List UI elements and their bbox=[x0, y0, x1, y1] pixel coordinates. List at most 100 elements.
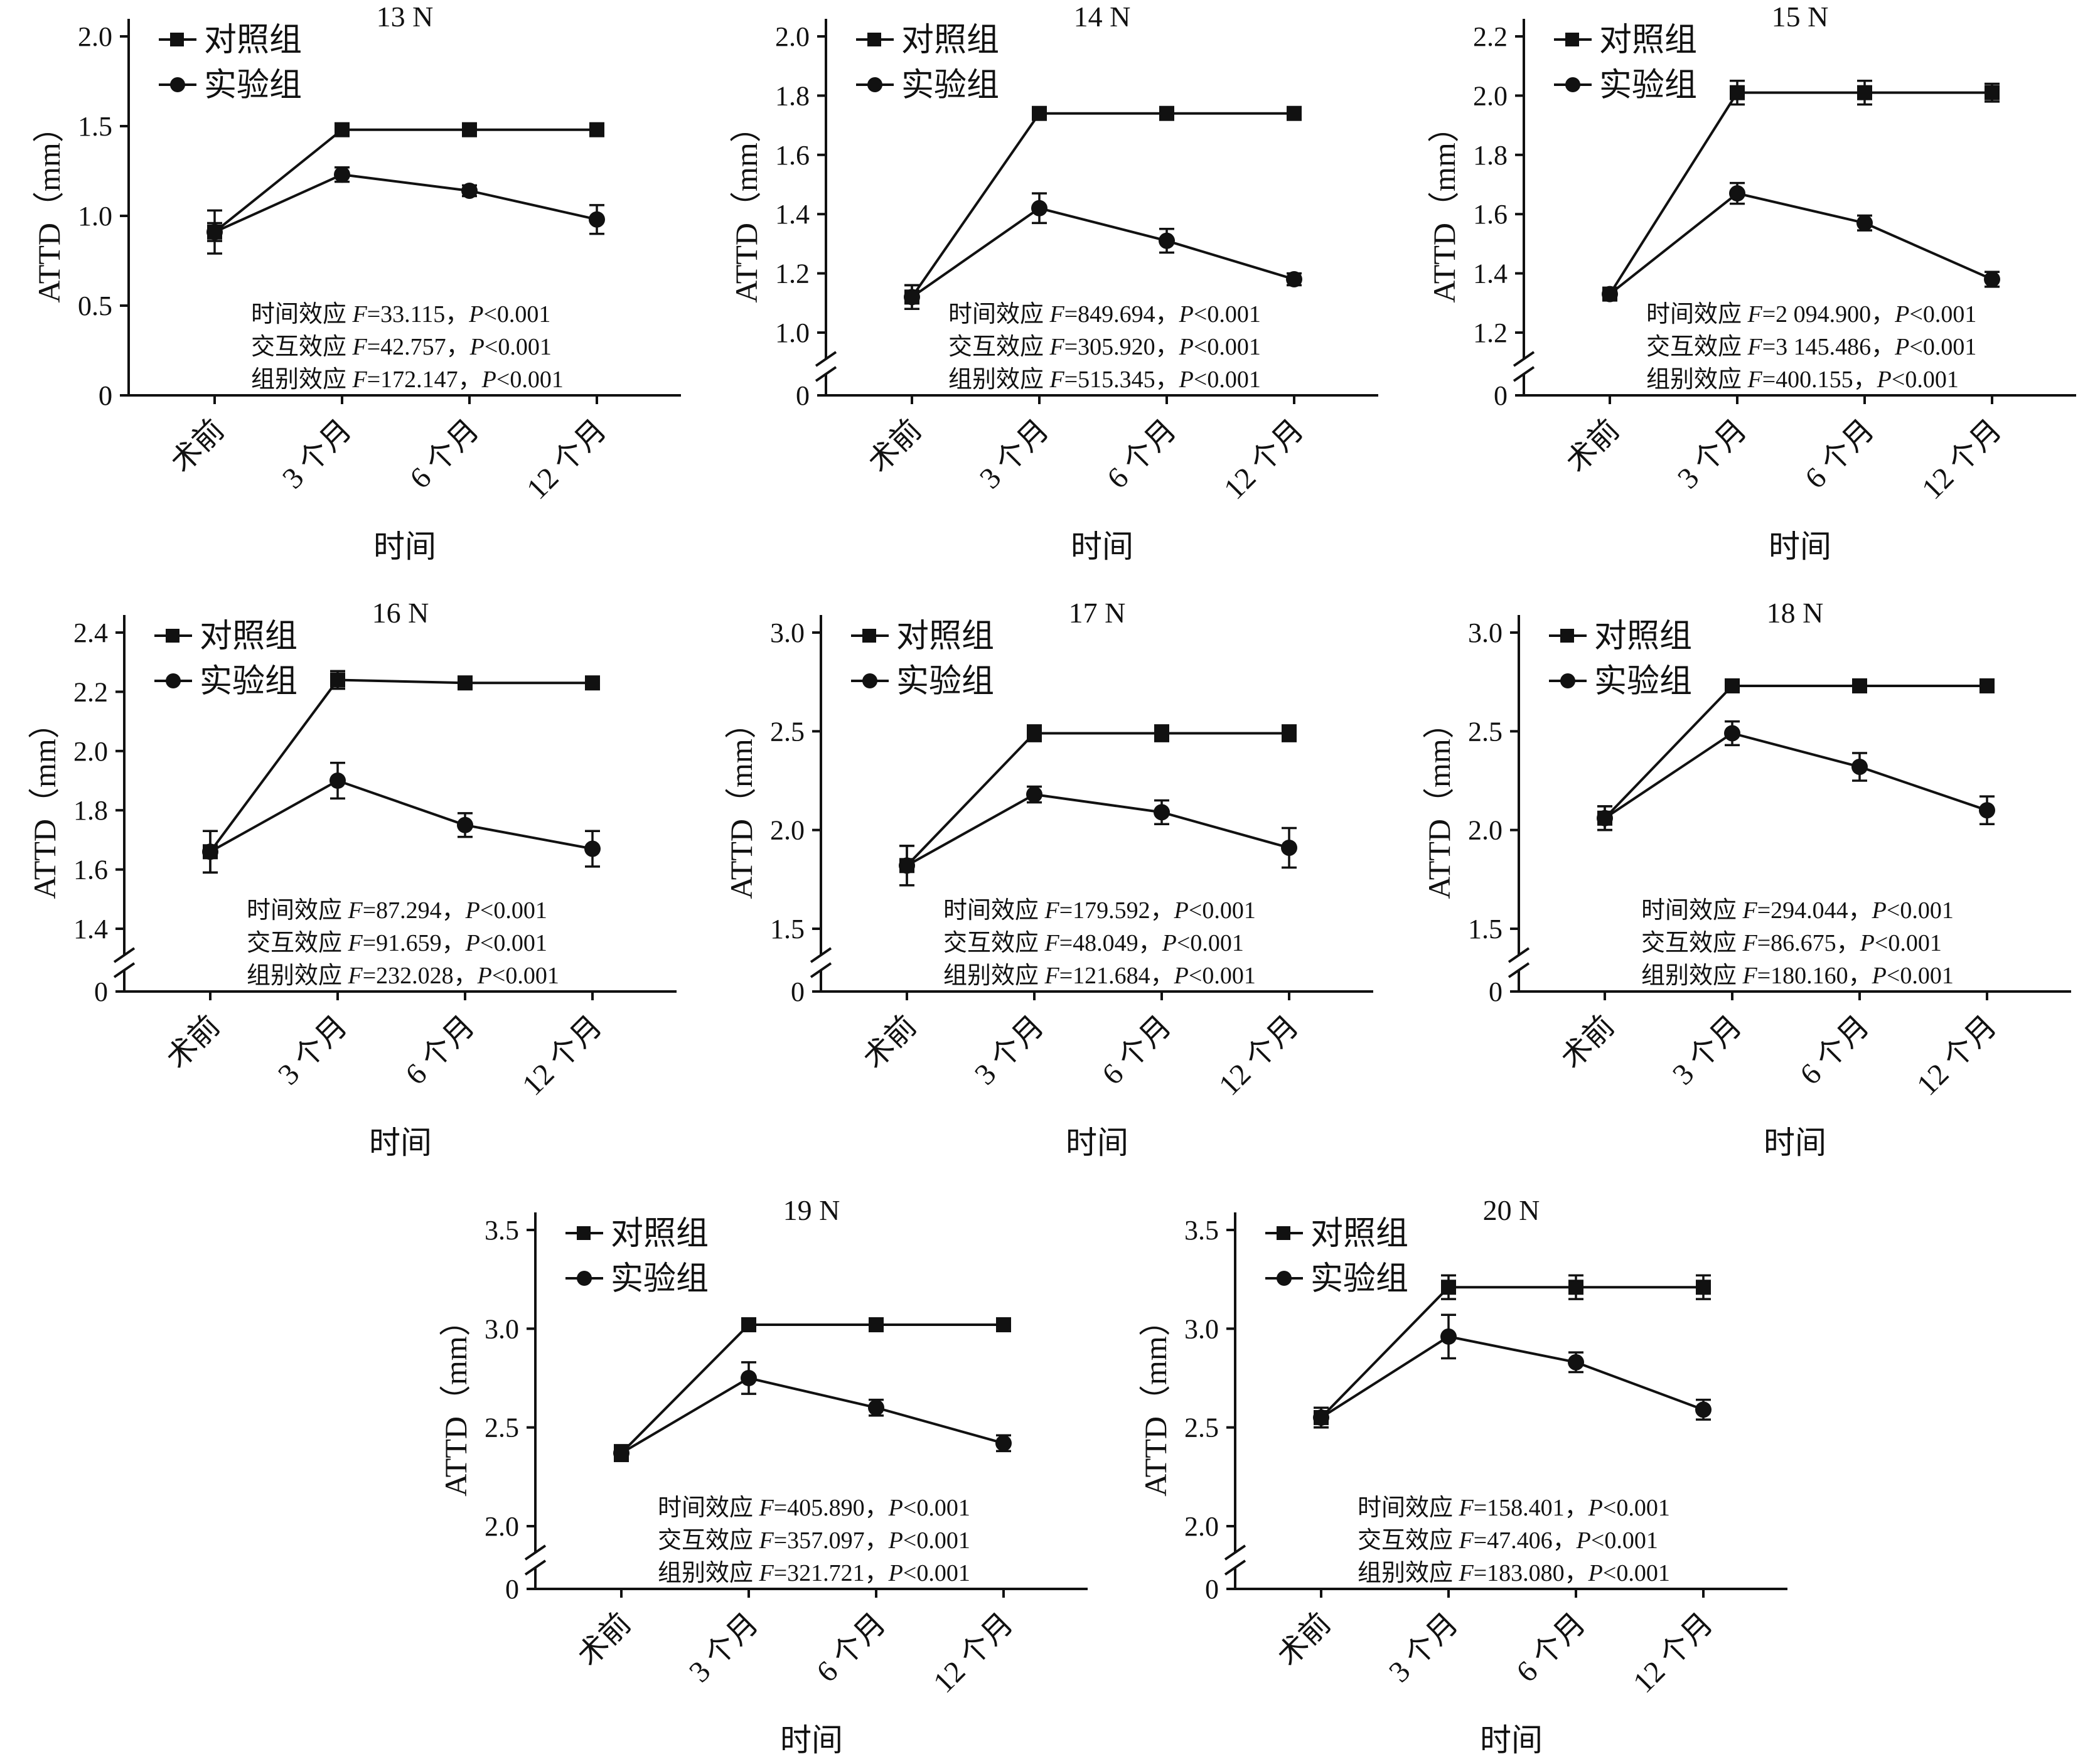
data-point-circle bbox=[899, 857, 915, 874]
stat-text: <0.001 bbox=[1875, 930, 1942, 956]
y-tick-label: 2.5 bbox=[1184, 1413, 1219, 1443]
y-tick-label: 3.0 bbox=[1184, 1313, 1219, 1344]
data-point-circle bbox=[461, 182, 478, 199]
series-line bbox=[1320, 1335, 1704, 1419]
x-tick-label: 12 个月 bbox=[520, 413, 613, 506]
y-tick-label: 3.0 bbox=[485, 1313, 519, 1344]
stat-text: 交互效应 bbox=[658, 1527, 753, 1554]
data-point-square bbox=[1568, 1280, 1583, 1295]
stat-space bbox=[346, 334, 353, 360]
stat-space bbox=[1742, 366, 1748, 393]
stat-text: P bbox=[1576, 1527, 1591, 1554]
y-axis-title: ATTD（mm） bbox=[1138, 1305, 1173, 1497]
legend-entry: 实验组 bbox=[154, 664, 297, 700]
x-tick-label: 6 个月 bbox=[810, 1606, 892, 1689]
chart-title: 20 N bbox=[1483, 1194, 1540, 1226]
y-tick-label: 1.6 bbox=[775, 140, 810, 171]
stat-text: =183.080， bbox=[1474, 1560, 1588, 1586]
x-axis-title: 时间 bbox=[1769, 529, 1831, 564]
y-tick-label: 1.8 bbox=[775, 80, 810, 111]
series-control bbox=[1602, 80, 2000, 302]
legend-marker-circle bbox=[170, 77, 185, 92]
x-tick-label: 12 个月 bbox=[1213, 1009, 1305, 1102]
stat-text: P bbox=[1174, 963, 1189, 989]
y-axis-title: ATTD（mm） bbox=[1427, 111, 1462, 303]
stat-line: 时间效应 F=33.115，P<0.001 bbox=[251, 301, 550, 328]
data-point-square bbox=[335, 122, 350, 137]
data-point-circle bbox=[995, 1435, 1012, 1451]
axis-break-mark bbox=[524, 1544, 547, 1561]
series-line bbox=[911, 112, 1294, 298]
stat-text: P bbox=[465, 930, 480, 956]
y-axis-title: ATTD（mm） bbox=[724, 707, 759, 899]
stat-space bbox=[1044, 334, 1050, 360]
stat-text: =321.721， bbox=[774, 1560, 889, 1586]
y-tick-label: 1.8 bbox=[73, 795, 108, 826]
legend-label: 对照组 bbox=[1310, 1216, 1408, 1252]
x-axis-title: 时间 bbox=[1066, 1125, 1128, 1160]
stat-space bbox=[753, 1560, 759, 1586]
stat-text: <0.001 bbox=[496, 366, 564, 393]
x-tick-label: 3 个月 bbox=[683, 1606, 765, 1689]
series-control bbox=[899, 724, 1297, 887]
stat-text: 组别效应 bbox=[1646, 366, 1742, 393]
series-line bbox=[906, 732, 1289, 867]
stat-text: P bbox=[1179, 301, 1194, 328]
stat-space bbox=[1737, 963, 1743, 989]
stat-text: F bbox=[348, 930, 363, 956]
stat-line: 组别效应 F=172.147，P<0.001 bbox=[251, 366, 564, 393]
stat-text: P bbox=[1588, 1560, 1603, 1586]
stat-text: <0.001 bbox=[1189, 897, 1256, 924]
x-tick-label: 3 个月 bbox=[1666, 1009, 1749, 1091]
stat-text: <0.001 bbox=[1177, 930, 1244, 956]
stat-text: <0.001 bbox=[1892, 366, 1959, 393]
legend-entry: 实验组 bbox=[159, 68, 302, 104]
stat-text: =42.757， bbox=[367, 334, 470, 360]
chart-title: 15 N bbox=[1772, 1, 1829, 33]
data-point-square bbox=[741, 1317, 756, 1333]
stat-text: 组别效应 bbox=[251, 366, 346, 393]
legend-entry: 实验组 bbox=[1554, 68, 1697, 104]
stat-text: 组别效应 bbox=[943, 963, 1039, 989]
stat-text: 时间效应 bbox=[1358, 1495, 1453, 1521]
stat-space bbox=[342, 930, 348, 956]
chart-title: 18 N bbox=[1767, 597, 1824, 629]
series-control bbox=[1597, 678, 1995, 831]
stat-text: F bbox=[352, 301, 368, 328]
data-point-circle bbox=[1568, 1354, 1584, 1371]
stat-text: F bbox=[1459, 1560, 1474, 1586]
legend-marker-square bbox=[166, 629, 179, 643]
y-tick-label: 2.0 bbox=[1473, 80, 1508, 111]
stat-text: P bbox=[1877, 366, 1892, 393]
x-axis-title: 时间 bbox=[1764, 1125, 1826, 1160]
stat-text: F bbox=[1747, 366, 1763, 393]
y-tick-label: 1.5 bbox=[1468, 914, 1503, 944]
x-axis-title: 时间 bbox=[373, 529, 436, 564]
series-line bbox=[906, 793, 1290, 867]
axis-break-mark bbox=[1224, 1544, 1246, 1561]
data-point-circle bbox=[1979, 802, 1995, 819]
x-tick-label: 术前 bbox=[160, 1009, 226, 1075]
stat-text: F bbox=[1049, 334, 1065, 360]
y-tick-label: 2.0 bbox=[485, 1511, 519, 1542]
stat-text: =172.147， bbox=[367, 366, 482, 393]
stat-text: 时间效应 bbox=[1646, 301, 1742, 328]
data-point-square bbox=[1979, 678, 1995, 693]
y-tick-label: 0 bbox=[99, 380, 112, 411]
data-point-square bbox=[589, 122, 604, 137]
data-point-circle bbox=[1856, 215, 1873, 232]
stat-text: <0.001 bbox=[903, 1495, 970, 1521]
y-tick-label: 1.0 bbox=[78, 201, 112, 232]
data-point-square bbox=[1032, 105, 1047, 121]
x-tick-label: 6 个月 bbox=[399, 1009, 481, 1091]
chart-title: 13 N bbox=[377, 1, 434, 33]
stat-text: F bbox=[759, 1495, 774, 1521]
stat-text: =91.659， bbox=[363, 930, 466, 956]
axis-break-mark bbox=[113, 947, 136, 963]
stat-text: P bbox=[468, 301, 483, 328]
stat-space bbox=[342, 963, 348, 989]
series-control bbox=[203, 670, 600, 874]
